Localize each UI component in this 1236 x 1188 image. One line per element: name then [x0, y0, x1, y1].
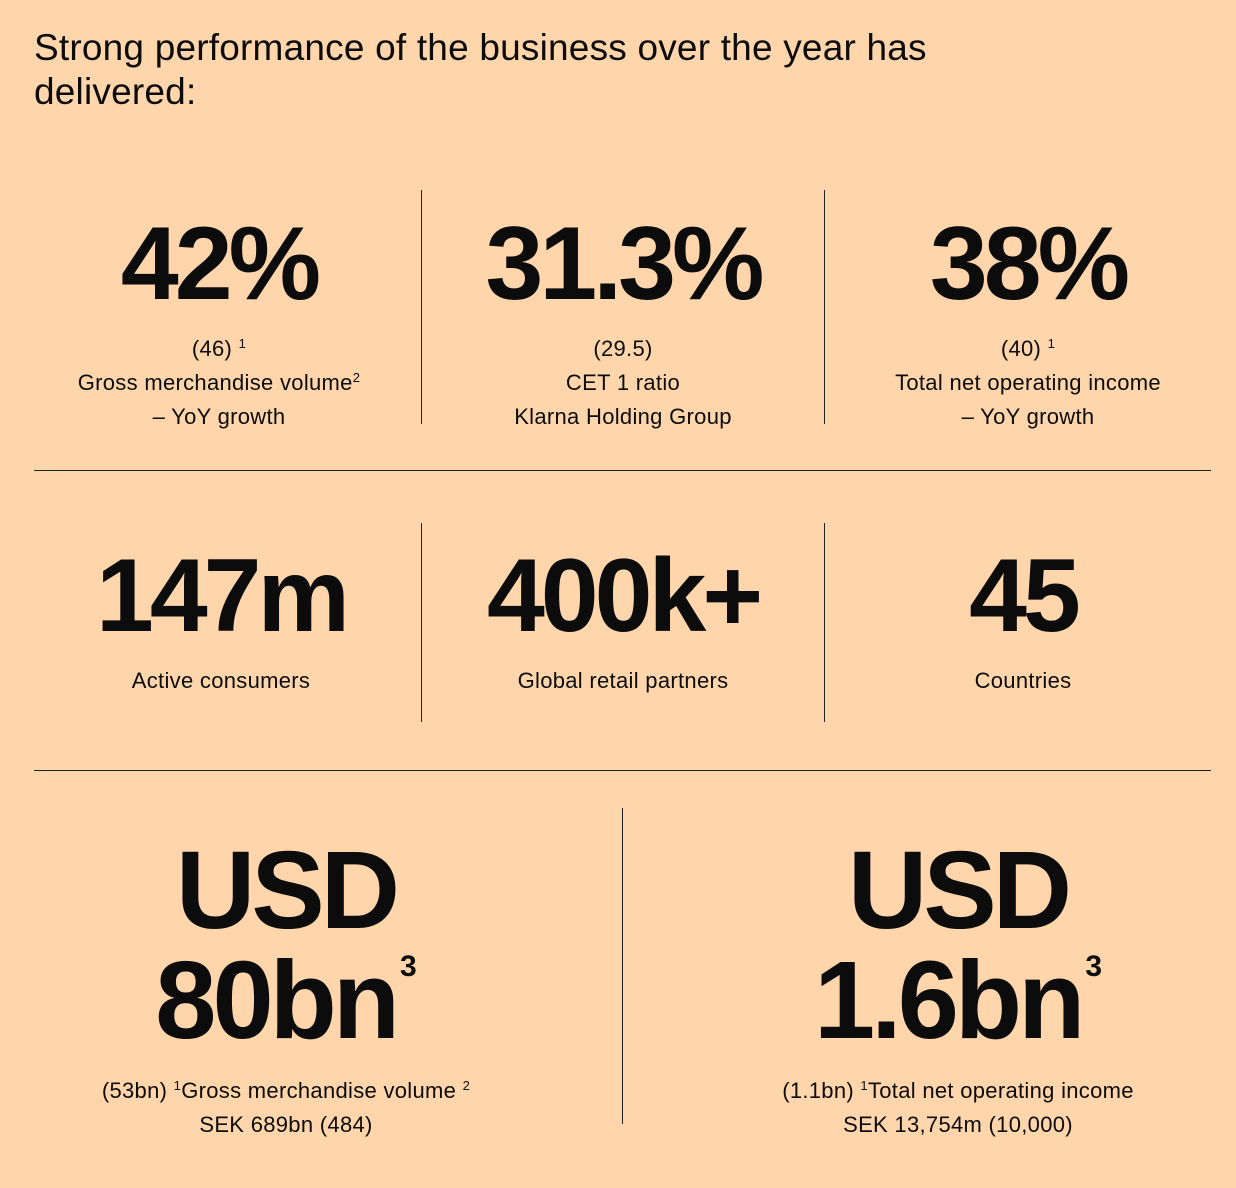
stat-income-growth: 38% (40) 1 Total net operating income – …	[826, 212, 1230, 434]
footnote-marker: 2	[462, 1078, 471, 1093]
divider	[824, 523, 825, 722]
stat-gmv-growth: 42% (46) 1 Gross merchandise volume2 – Y…	[34, 212, 404, 434]
stat-label: (1.1bn) 1Total net operating income	[782, 1078, 1134, 1103]
footnote-marker: 3	[400, 950, 417, 983]
stat-active-consumers: 147m Active consumers	[34, 544, 408, 698]
stat-prior: (29.5)	[593, 336, 653, 361]
footnote-marker: 1	[173, 1078, 182, 1093]
stat-label-line2: – YoY growth	[152, 404, 286, 429]
stat-value: 1.6bn 3	[814, 939, 1102, 1062]
divider	[622, 808, 623, 1124]
stat-income-usd: USD 1.6bn 3 (1.1bn) 1Total net operating …	[706, 836, 1210, 1142]
stat-currency: USD	[175, 829, 400, 952]
footnote-marker: 1	[1047, 336, 1056, 351]
divider	[34, 770, 1211, 771]
stat-value: 38%	[929, 206, 1130, 322]
footnote-marker: 1	[238, 336, 247, 351]
stat-value: 42%	[120, 206, 321, 322]
stat-label: Gross merchandise volume2	[77, 370, 361, 395]
stat-currency: USD	[847, 829, 1072, 952]
stat-value: 80bn 3	[155, 939, 417, 1062]
stat-label: Global retail partners	[517, 668, 729, 693]
footnote-marker: 2	[352, 370, 361, 385]
stat-label: Active consumers	[131, 668, 311, 693]
stat-sek-value: SEK 689bn (484)	[199, 1112, 373, 1137]
stat-cet1-ratio: 31.3% (29.5) CET 1 ratio Klarna Holding …	[422, 212, 824, 434]
page-heading: Strong performance of the business over …	[34, 27, 927, 112]
stat-label: Total net operating income	[895, 370, 1161, 395]
footnote-marker: 3	[1085, 950, 1102, 983]
divider	[824, 190, 825, 424]
divider	[421, 190, 422, 424]
stat-retail-partners: 400k+ Global retail partners	[422, 544, 824, 698]
stat-gmv-usd: USD 80bn 3 (53bn) 1Gross merchandise volu…	[34, 836, 538, 1142]
stat-value: 31.3%	[485, 206, 765, 322]
divider	[421, 523, 422, 722]
footnote-marker: 1	[860, 1078, 868, 1093]
divider	[34, 470, 1211, 471]
stat-label: CET 1 ratio	[565, 370, 681, 395]
stat-prior: (40) 1	[1000, 336, 1056, 361]
stat-value: 147m	[96, 538, 350, 654]
stat-value: 400k+	[486, 538, 763, 654]
stat-label-line2: Klarna Holding Group	[514, 404, 732, 429]
stat-label: Countries	[974, 668, 1072, 693]
stat-label-line2: – YoY growth	[961, 404, 1095, 429]
stat-label: (53bn) 1Gross merchandise volume 2	[101, 1078, 471, 1103]
stat-sek-value: SEK 13,754m (10,000)	[843, 1112, 1073, 1137]
stat-countries: 45 Countries	[826, 544, 1220, 698]
stat-prior: (46) 1	[191, 336, 247, 361]
stat-value: 45	[969, 538, 1081, 654]
